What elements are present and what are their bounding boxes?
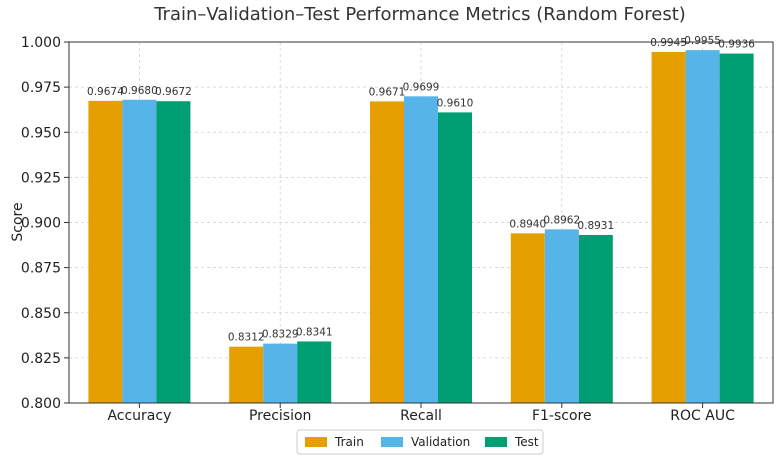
- bar: [719, 53, 754, 403]
- bar: [370, 101, 404, 404]
- data-label: 0.9699: [403, 81, 440, 93]
- bar: [156, 101, 191, 403]
- legend-swatch: [305, 437, 327, 447]
- x-tick-label: Recall: [400, 408, 442, 424]
- bar: [88, 100, 123, 403]
- y-tick-label: 0.925: [21, 170, 61, 186]
- bar: [122, 99, 157, 403]
- x-tick-label: Precision: [249, 408, 311, 424]
- data-label: 0.9610: [437, 97, 474, 109]
- data-label: 0.9671: [369, 86, 406, 98]
- legend: Train Validation Test: [296, 429, 544, 455]
- legend-label: Test: [514, 435, 539, 449]
- y-tick-label: 0.825: [21, 351, 61, 367]
- bar: [510, 233, 545, 403]
- bar: [404, 96, 438, 403]
- legend-box: [296, 429, 544, 455]
- y-tick-label: 0.900: [21, 216, 61, 232]
- y-tick-label: 0.800: [21, 396, 61, 412]
- x-ticks: Accuracy Precision Recall F1-score ROC AUC: [107, 403, 735, 424]
- data-label: 0.8962: [543, 214, 580, 226]
- data-label: 0.8341: [296, 326, 333, 338]
- data-label: 0.8329: [262, 329, 299, 341]
- y-tick-label: 0.875: [21, 261, 61, 277]
- x-tick-label: F1-score: [532, 408, 592, 424]
- bar: [544, 229, 579, 403]
- bar: [685, 50, 720, 404]
- bar: [578, 234, 613, 403]
- data-label: 0.9955: [684, 35, 721, 47]
- y-tick-label: 0.975: [21, 80, 61, 96]
- data-label: 0.9674: [87, 86, 124, 98]
- bars: [88, 50, 754, 404]
- legend-swatch: [381, 437, 403, 447]
- bar: [263, 343, 298, 403]
- legend-label: Validation: [411, 435, 470, 449]
- bar: [651, 51, 686, 404]
- x-tick-label: Accuracy: [107, 408, 171, 424]
- data-label: 0.9680: [121, 85, 158, 97]
- legend-label: Train: [334, 435, 364, 449]
- y-tick-label: 0.850: [21, 306, 61, 322]
- bar: [297, 341, 332, 403]
- y-axis-label: Score: [10, 202, 26, 241]
- legend-swatch: [485, 437, 507, 447]
- y-tick-label: 0.950: [21, 125, 61, 141]
- y-tick-label: 1.000: [21, 35, 61, 51]
- data-label: 0.9936: [718, 39, 755, 51]
- y-ticks: 0.800 0.825 0.850 0.875 0.900 0.925 0.950 0.975…: [21, 35, 69, 412]
- bar: [438, 112, 472, 404]
- data-label: 0.9945: [650, 37, 687, 49]
- data-label: 0.9672: [155, 86, 192, 98]
- data-label: 0.8931: [577, 220, 614, 232]
- data-label: 0.8940: [509, 218, 546, 230]
- bar: [229, 346, 264, 403]
- x-tick-label: ROC AUC: [670, 408, 735, 424]
- data-label: 0.8312: [228, 332, 265, 344]
- chart-title: Train–Validation–Test Performance Metric…: [153, 4, 686, 25]
